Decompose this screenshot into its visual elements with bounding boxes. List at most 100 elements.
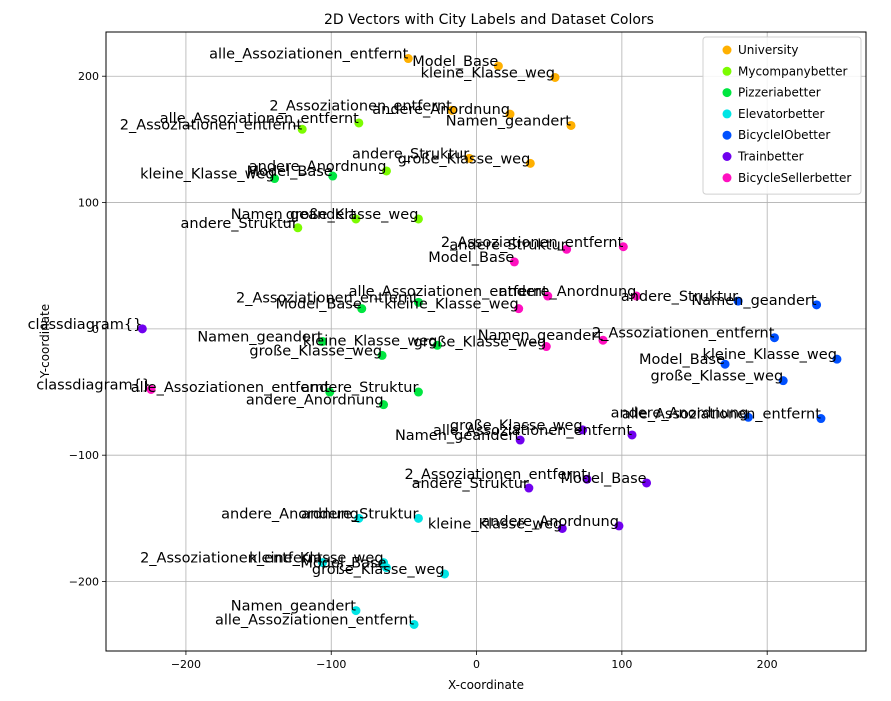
data-point [525,158,535,168]
chart-title: 2D Vectors with City Labels and Dataset … [324,12,654,28]
data-point [743,412,753,422]
point-label: andere_Struktur [412,476,529,492]
data-point [357,304,367,314]
legend-marker [722,88,732,98]
data-point [381,563,391,573]
data-point [598,335,608,345]
data-point [505,109,515,119]
data-point [413,387,423,397]
point-label: Model_Base [428,250,514,266]
x-tick-label: −100 [316,658,346,671]
point-label: andere_Anordnung [221,506,359,522]
legend-entry: Elevatorbetter [738,107,825,121]
point-labels: alle_Assoziationen_entfernt Model_Basekle… [28,47,837,629]
point-label: kleine_Klasse_weg [303,333,437,349]
point-label: 2_Assoziationen_entfernt [140,551,323,567]
data-point [543,291,553,301]
data-point [812,300,822,310]
legend-entry: Mycompanybetter [738,64,848,78]
point-label: alle_Assoziationen_entfernt [209,47,408,63]
y-axis-label: Y-coordinate [38,304,52,379]
data-point [293,223,303,233]
point-label: 2_Assoziationen_entfernt [236,290,419,306]
point-label: kleine_Klasse_weg [428,516,562,532]
point-label: große_Klasse_weg [650,369,783,385]
point-label: große_Klasse_weg [286,207,419,223]
data-point [379,400,389,410]
point-label: Namen_geandert [231,207,357,223]
point-label: 2_Assoziationen_entfernt [405,467,588,483]
point-label: 2_Assoziationen_entfernt [441,235,624,251]
point-label: alle_Assoziationen_entfernt [622,407,821,423]
point-label: andere_Struktur [621,289,738,305]
data-point [413,214,423,224]
data-point [493,61,503,71]
data-point [566,120,576,130]
data-point [381,166,391,176]
x-tick-label: 0 [473,658,480,671]
x-tick-label: −200 [171,658,201,671]
point-label: alle_Assoziationen_entfernt [160,111,359,127]
data-point [432,340,442,350]
point-label: 2_Assoziationen_entfernt [120,117,303,133]
data-point [377,350,387,360]
legend-entry: Pizzeriabetter [738,86,821,100]
legend-entry: University [738,43,799,57]
y-tick-label: 100 [78,197,99,210]
axis-ticks: −200 −100 0 100 200 −200 −100 0 100 200 [69,70,778,671]
data-point [137,324,147,334]
point-label: Model_Base [639,352,725,368]
point-label: kleine_Klasse_weg [384,297,518,313]
data-point [297,124,307,134]
data-point [557,523,567,533]
data-point [354,118,364,128]
data-point [769,333,779,343]
data-point [816,414,826,424]
data-point [409,619,419,629]
point-label: kleine_Klasse_weg [421,65,555,81]
point-label: große_Klasse_weg [450,418,583,434]
legend-marker [722,45,732,55]
point-label: andere_Anordnung [481,514,619,530]
point-label: kleine_Klasse_weg [702,347,836,363]
legend-marker [722,173,732,183]
point-label: andere_Anordnung [499,284,637,300]
legend-marker [722,66,732,76]
point-label: Model_Base [560,471,646,487]
point-label: 2_Assoziationen_entfernt [592,326,775,342]
data-point [631,291,641,301]
legend-entry: BicycleIObetter [738,128,830,142]
data-point [778,376,788,386]
data-point [318,337,328,346]
data-point [614,521,624,531]
point-label: Namen_geandert [446,113,572,129]
data-points [137,54,842,629]
data-point [146,385,156,395]
y-tick-label: 0 [92,323,99,336]
x-tick-label: 200 [757,658,778,671]
point-label: große_Klasse_weg [249,343,382,359]
point-label: andere_Struktur [352,146,469,162]
point-label: große_Klasse_weg [414,335,547,351]
point-label: 2_Assoziationen_entfernt [269,98,452,114]
data-point [509,257,519,267]
data-point [447,105,457,115]
data-point [627,430,637,440]
data-point [514,304,524,314]
point-label: andere_Struktur [449,237,566,253]
point-label: classdiagram{} [36,378,151,394]
legend-marker [722,109,732,119]
data-point [642,478,652,488]
data-point [351,214,361,224]
point-label: andere_Anordnung [249,159,387,175]
data-point [328,171,338,181]
data-point [578,425,588,435]
point-label: andere_Anordnung [372,102,510,118]
point-label: alle_Assoziationen_entfernt [433,423,632,439]
legend: University Mycompanybetter Pizzeriabetter E… [702,36,862,195]
data-point [403,54,413,64]
point-label: kleine_Klasse_weg [140,167,274,183]
data-point [515,435,525,445]
point-label: andere_Struktur [181,216,298,232]
